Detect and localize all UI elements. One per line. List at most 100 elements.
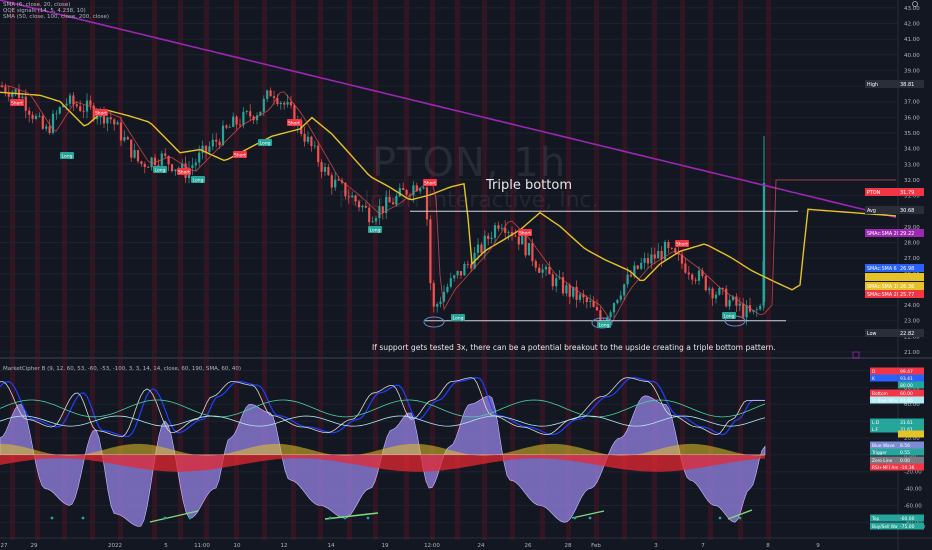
osc-y-tick-label: -40.00 (904, 487, 922, 493)
candle-body (290, 102, 292, 105)
x-tick-label: 29 (31, 543, 38, 549)
signal-short-label: Short (518, 229, 532, 237)
osc-label: Buy/Sell Wave Crossover-75.00 (870, 523, 926, 530)
svg-text:SMAc:SMA 6: SMAc:SMA 6 (867, 266, 897, 272)
signal-short-label: Short (94, 109, 108, 117)
candle-body (742, 304, 744, 318)
svg-text:Avg: Avg (867, 208, 876, 214)
breakout-candle-body (763, 183, 765, 302)
svg-text:8.56: 8.56 (900, 443, 910, 449)
y-tick-label: 36.00 (904, 115, 920, 121)
osc-label: RSI+MFI Area-10.36 (870, 464, 924, 471)
candle-body (715, 295, 717, 299)
candle-body (613, 303, 615, 312)
candle-body (66, 104, 68, 106)
svg-text:Long: Long (370, 228, 381, 234)
candle-body (518, 236, 520, 244)
indicator-line-3[interactable]: SMA (50, close, 100, close, 200, close) (3, 14, 109, 20)
candle-body (487, 236, 489, 239)
annotation-note[interactable]: If support gets tested 3x, there can be … (372, 343, 776, 352)
price-label: Low 22.82 (865, 329, 924, 337)
candle-body (508, 232, 510, 233)
candle-body (307, 137, 309, 142)
svg-text:31.79: 31.79 (900, 190, 914, 196)
candle-body (120, 122, 122, 140)
buy-dot (51, 517, 54, 520)
candle-body (555, 278, 557, 286)
svg-text:26.36: 26.36 (900, 284, 914, 290)
candle-body (429, 219, 431, 283)
svg-text:Low: Low (867, 331, 877, 337)
candle-body (239, 124, 241, 125)
candle-body (610, 312, 612, 317)
candle-body (712, 289, 714, 299)
svg-text:L:D: L:D (872, 420, 880, 426)
candle-body (531, 243, 533, 261)
candle-body (273, 96, 275, 98)
candle-body (718, 288, 720, 295)
x-tick-label: 10 (234, 543, 241, 549)
candle-body (640, 263, 642, 269)
price-label: PTON 31.79 (865, 188, 924, 196)
session-band (766, 0, 771, 540)
buy-dot (189, 517, 192, 520)
candle-body (134, 150, 136, 158)
annotation-title[interactable]: Triple bottom (486, 178, 572, 193)
candle-body (552, 274, 554, 286)
candle-body (457, 271, 459, 275)
osc-label: K 93.41 (870, 375, 924, 382)
x-tick-label: 12 (281, 543, 288, 549)
candle-body (321, 162, 323, 172)
svg-text:SMAc:SMA 200: SMAc:SMA 200 (867, 231, 903, 237)
osc-label: Top -60.00 (870, 515, 924, 522)
indicator-legend[interactable]: SMA (6, close, 20, close) QQE signals (1… (3, 2, 109, 21)
signal-long-label: Long (597, 321, 611, 329)
svg-text:-75.00: -75.00 (900, 524, 915, 530)
svg-text:Trigger: Trigger (871, 450, 887, 456)
candle-body (576, 287, 578, 300)
candle-body (542, 269, 544, 272)
svg-text:80.00: 80.00 (900, 383, 913, 389)
candle-body (491, 238, 493, 239)
candle-body (494, 225, 496, 238)
x-tick-label: Feb (591, 543, 601, 549)
svg-text:K: K (872, 376, 875, 382)
candle (725, 285, 727, 307)
candle-body (637, 265, 639, 268)
price-label: SMAc:SMA 20029.22 (865, 229, 924, 237)
y-tick-label: 37.00 (904, 100, 920, 106)
signal-long-label: Long (191, 176, 205, 184)
y-tick-label: 42.00 (904, 21, 920, 27)
svg-text:Short: Short (676, 242, 688, 248)
x-tick-label: 19 (382, 543, 389, 549)
y-tick-label: 35.00 (904, 131, 920, 137)
candle-body (548, 267, 550, 275)
svg-text:RSI+MFI Area: RSI+MFI Area (872, 465, 902, 471)
candle-body (691, 274, 693, 279)
y-tick-label: 39.00 (904, 68, 920, 74)
candle-body (69, 95, 71, 103)
price-label: SMAc:SMA 20 25.77 (865, 290, 924, 298)
x-tick-label: 2022 (108, 543, 122, 549)
signal-long-label: Long (153, 166, 167, 174)
candle-body (739, 304, 741, 306)
candle-body (688, 273, 690, 275)
svg-text:Lt Blue Wave: Lt Blue Wave (872, 398, 900, 404)
y-tick-label: 23.00 (904, 319, 920, 325)
candle-body (130, 139, 132, 157)
candle-body (72, 95, 74, 104)
candle-body (565, 285, 567, 293)
svg-text:Bottom: Bottom (872, 391, 888, 397)
x-tick-label: 8 (766, 543, 770, 549)
candle-body (759, 306, 761, 310)
svg-text:High: High (867, 82, 878, 88)
signal-long-label: Long (60, 152, 74, 160)
oscillator-title[interactable]: MarketCipher B (9, 12, 60, 53, -60, -53,… (3, 366, 241, 372)
signal-short-label: Short (287, 119, 301, 127)
signal-long-label: Long (258, 139, 272, 147)
candle-body (525, 236, 527, 255)
osc-label: Trigger 0.55 (870, 449, 924, 456)
x-tick-label: 11:00 (194, 543, 210, 549)
candle-body (35, 116, 37, 119)
candle-body (599, 310, 601, 320)
